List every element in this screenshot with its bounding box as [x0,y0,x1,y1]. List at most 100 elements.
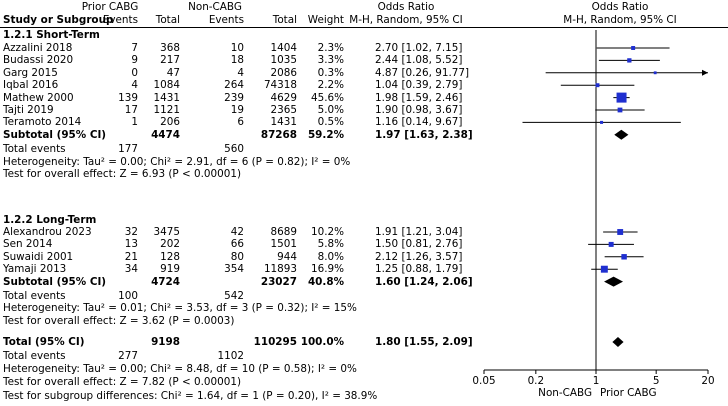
events2-cell: 80 [230,250,244,263]
total2-cell: 4629 [270,91,297,104]
total-events1: 100 [118,290,138,302]
study-square [653,71,657,75]
weight-cell: 8.0% [317,250,344,263]
weight-cell: 16.9% [310,263,344,276]
overall-heterogeneity: Heterogeneity: Tau² = 0.00; Chi² = 8.48,… [3,363,357,375]
odds-ratio-cell: 1.90 [0.98, 3.67] [375,104,463,116]
subtotal-label: Subtotal (95% CI) [3,128,107,141]
study-square [616,92,627,103]
odds-ratio-cell: 1.98 [1.59, 2.46] [375,91,463,104]
study-name: Tajti 2019 [3,104,54,116]
total2-cell: 11893 [263,263,297,276]
total1-cell: 128 [160,250,180,263]
overall-effect-text: Test for overall effect: Z = 6.93 (P < 0… [3,168,242,180]
events1-cell: 139 [118,91,138,104]
or-column-title: Odds Ratio [377,1,435,13]
events2-cell: 264 [224,79,244,92]
total2-cell: 8689 [270,226,297,238]
total1-cell: 3475 [153,226,180,238]
total2-cell: 74318 [263,79,297,92]
overall-events-label: Total events [3,350,66,362]
events1-header: Events [102,14,138,26]
study-square [600,265,608,273]
odds-ratio-cell: 1.91 [1.21, 3.04] [375,226,463,238]
subtotal-total1: 4724 [151,275,180,288]
total2-header: Total [272,14,297,26]
subtotal-or: 1.97 [1.63, 2.38] [375,128,473,141]
odds-ratio-cell: 1.04 [0.39, 2.79] [375,79,463,92]
study-name: Yamaji 2013 [3,263,67,276]
total2-cell: 1501 [270,238,297,251]
total1-cell: 217 [160,54,180,67]
total-events-label: Total events [3,290,66,302]
group2-header: Non-CABG [188,1,242,13]
odds-ratio-cell: 1.50 [0.81, 2.76] [375,238,463,251]
events2-cell: 66 [230,238,244,251]
total-label: Total (95% CI) [3,336,85,348]
events2-cell: 19 [230,104,244,116]
x-tick-label: 0.05 [472,375,495,387]
study-name: Mathew 2000 [3,91,74,104]
plot-title: Odds Ratio [591,1,649,13]
subgroup-title: 1.2.1 Short-Term [3,29,100,41]
x-tick-label: 0.2 [528,375,545,387]
events2-cell: 4 [237,66,244,79]
x-tick-label: 5 [653,375,660,387]
total-events2: 560 [224,143,244,156]
events1-cell: 1 [131,116,138,129]
odds-ratio-cell: 4.87 [0.26, 91.77] [375,66,470,79]
events2-header: Events [208,14,244,26]
study-square [617,107,623,113]
total1-header: Total [155,14,180,26]
heterogeneity-text: Heterogeneity: Tau² = 0.01; Chi² = 3.53,… [3,302,357,315]
study-name: Suwaidi 2001 [3,250,74,263]
total2-cell: 2086 [270,66,297,79]
events2-cell: 6 [237,116,244,129]
study-column-header: Study or Subgroup [3,14,114,26]
odds-ratio-cell: 2.44 [1.08, 5.52] [375,54,463,67]
events1-cell: 4 [131,79,138,92]
study-name: Garg 2015 [3,66,58,79]
study-name: Azzalini 2018 [3,42,73,54]
events1-cell: 9 [131,54,138,67]
overall-weight: 100.0% [300,336,344,348]
total1-cell: 206 [160,116,180,129]
total2-cell: 1404 [270,42,297,54]
events2-cell: 354 [224,263,244,276]
subtotal-total2: 87268 [260,128,297,141]
weight-cell: 2.2% [317,79,344,92]
events2-cell: 42 [230,226,244,238]
x-tick-label: 20 [701,375,714,387]
weight-header: Weight [307,14,344,26]
total1-cell: 1084 [153,79,180,92]
weight-cell: 10.2% [310,226,344,238]
study-name: Budassi 2020 [3,54,74,67]
total1-cell: 47 [166,66,180,79]
study-square [617,229,624,235]
weight-cell: 2.3% [317,42,344,54]
events2-cell: 10 [230,42,244,54]
weight-cell: 5.0% [317,104,344,116]
events1-cell: 34 [124,263,138,276]
events1-cell: 17 [124,104,138,116]
events1-cell: 0 [131,66,138,79]
odds-ratio-cell: 1.25 [0.88, 1.79] [375,263,463,276]
favours-right-label: Prior CABG [600,387,657,399]
group1-header: Prior CABG [81,1,139,13]
overall-effect: Test for overall effect: Z = 7.82 (P < 0… [3,376,242,388]
events2-cell: 239 [224,91,244,104]
events1-cell: 21 [124,250,138,263]
subtotal-weight: 40.8% [307,275,344,288]
study-name: Teramoto 2014 [3,116,82,129]
events1-cell: 32 [124,226,138,238]
weight-cell: 5.8% [317,238,344,251]
subgroup-difference-test: Test for subgroup differences: Chi² = 1.… [3,390,378,402]
overall-events1: 277 [118,350,138,362]
overall-or: 1.80 [1.55, 2.09] [375,336,473,348]
total1-cell: 202 [160,238,180,251]
total2-cell: 2365 [270,104,297,116]
total-events1: 177 [118,143,138,156]
weight-cell: 0.3% [317,66,344,79]
study-name: Alexandrou 2023 [3,226,92,238]
